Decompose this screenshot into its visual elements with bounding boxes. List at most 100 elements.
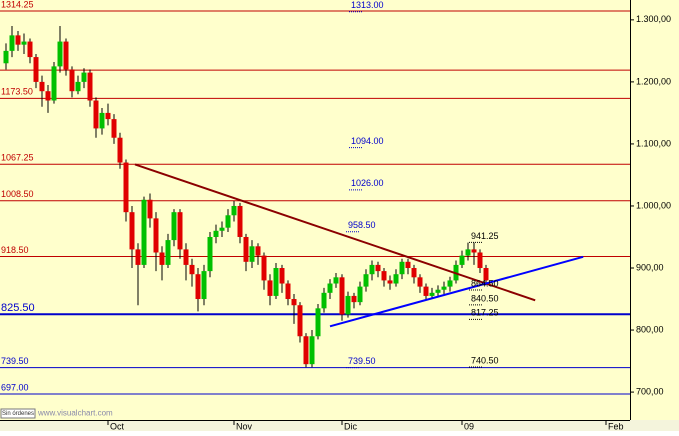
candle-body (327, 283, 333, 293)
x-tick-label: Dic (344, 421, 357, 431)
candle-body (387, 280, 393, 284)
candle-body (237, 205, 243, 237)
candle-body (441, 286, 447, 290)
candle-body (459, 255, 465, 265)
candle-body (93, 100, 99, 129)
candle-body (81, 72, 87, 82)
candle-body (405, 261, 411, 269)
candle-body (417, 277, 423, 287)
x-tick-label: 09 (464, 421, 474, 431)
level-label: 697.00 (1, 382, 29, 392)
candle-body (477, 252, 483, 269)
candle-body (171, 212, 177, 241)
candle-body (141, 199, 147, 265)
trendline (134, 163, 536, 302)
status-box (0, 408, 36, 419)
candle-body (27, 41, 33, 58)
candle-body (279, 268, 285, 284)
candle-body (111, 119, 117, 138)
candle-body (159, 252, 165, 265)
candle-body (21, 41, 27, 45)
candle-body (39, 81, 45, 92)
candle-body (369, 264, 375, 275)
candle-body (429, 292, 435, 296)
candle-body (285, 283, 291, 300)
candle-body (261, 255, 267, 281)
candle-body (483, 268, 489, 281)
candle-body (99, 112, 105, 129)
candle-body (33, 57, 39, 82)
candle-body (465, 249, 471, 256)
y-tick-label: 1.000,00 (636, 200, 671, 210)
candle-body (195, 274, 201, 300)
candle-body (3, 50, 9, 64)
x-tick-label: Feb (608, 421, 624, 431)
candle-body (297, 305, 303, 337)
candle-body (393, 274, 399, 284)
candle-body (51, 66, 57, 101)
y-tick-label: 1.300,00 (636, 14, 671, 24)
candle-body (345, 295, 351, 315)
candle-body (63, 41, 69, 70)
candle-body (333, 277, 339, 284)
annotation-label: 1094.00 (351, 136, 384, 146)
candle-body (147, 199, 153, 219)
candle-body (69, 69, 75, 92)
annotation-label: 739.50 (348, 356, 376, 366)
y-tick-label: 800,00 (636, 324, 664, 334)
y-tick-label: 900,00 (636, 262, 664, 272)
candle-body (411, 268, 417, 278)
candle-body (117, 137, 123, 163)
y-tick-label: 700,00 (636, 386, 664, 396)
annotation-label: 941.25 (471, 231, 499, 241)
candle-body (249, 246, 255, 262)
candle-body (375, 264, 381, 272)
annotation-label: 817.25 (471, 308, 499, 318)
candle-body (309, 336, 315, 365)
candle-body (471, 249, 477, 253)
candle-body (339, 277, 345, 315)
candle-body (9, 35, 15, 51)
candle-body (213, 230, 219, 237)
annotation-label: 740.50 (471, 355, 499, 365)
candle-body (135, 249, 141, 265)
candle-body (165, 240, 171, 265)
candle-body (273, 268, 279, 296)
candle-body (219, 227, 225, 231)
candle-body (381, 271, 387, 281)
candle-body (189, 264, 195, 275)
candle-body (153, 218, 159, 253)
candle-body (105, 112, 111, 120)
candle-body (45, 91, 51, 101)
candle-body (291, 299, 297, 306)
candle-body (201, 271, 207, 300)
trendline (329, 255, 584, 328)
level-label: 1173.50 (1, 87, 33, 97)
candle-body (399, 261, 405, 275)
x-axis-strip (0, 420, 679, 431)
annotation-label: 840.50 (471, 293, 499, 303)
candle-body (447, 280, 453, 287)
annotation-label: 1026.00 (351, 178, 384, 188)
y-tick-label: 1.100,00 (636, 138, 671, 148)
candle-body (75, 81, 81, 92)
candle-body (15, 35, 21, 45)
candle-body (207, 236, 213, 272)
x-tick-label: Nov (236, 421, 253, 431)
watermark: www.visualchart.com (37, 409, 113, 418)
candle-body (351, 295, 357, 303)
candle-body (177, 212, 183, 250)
candle-body (267, 280, 273, 296)
level-label: 918.50 (1, 245, 29, 255)
candle-body (423, 286, 429, 296)
candle-body (183, 249, 189, 265)
candle-body (315, 308, 321, 337)
candle-body (129, 212, 135, 250)
candle-body (123, 162, 129, 213)
candle-body (57, 41, 63, 67)
candle-body (255, 246, 261, 256)
level-label: 825.50 (1, 302, 35, 314)
candle-body (225, 215, 231, 228)
